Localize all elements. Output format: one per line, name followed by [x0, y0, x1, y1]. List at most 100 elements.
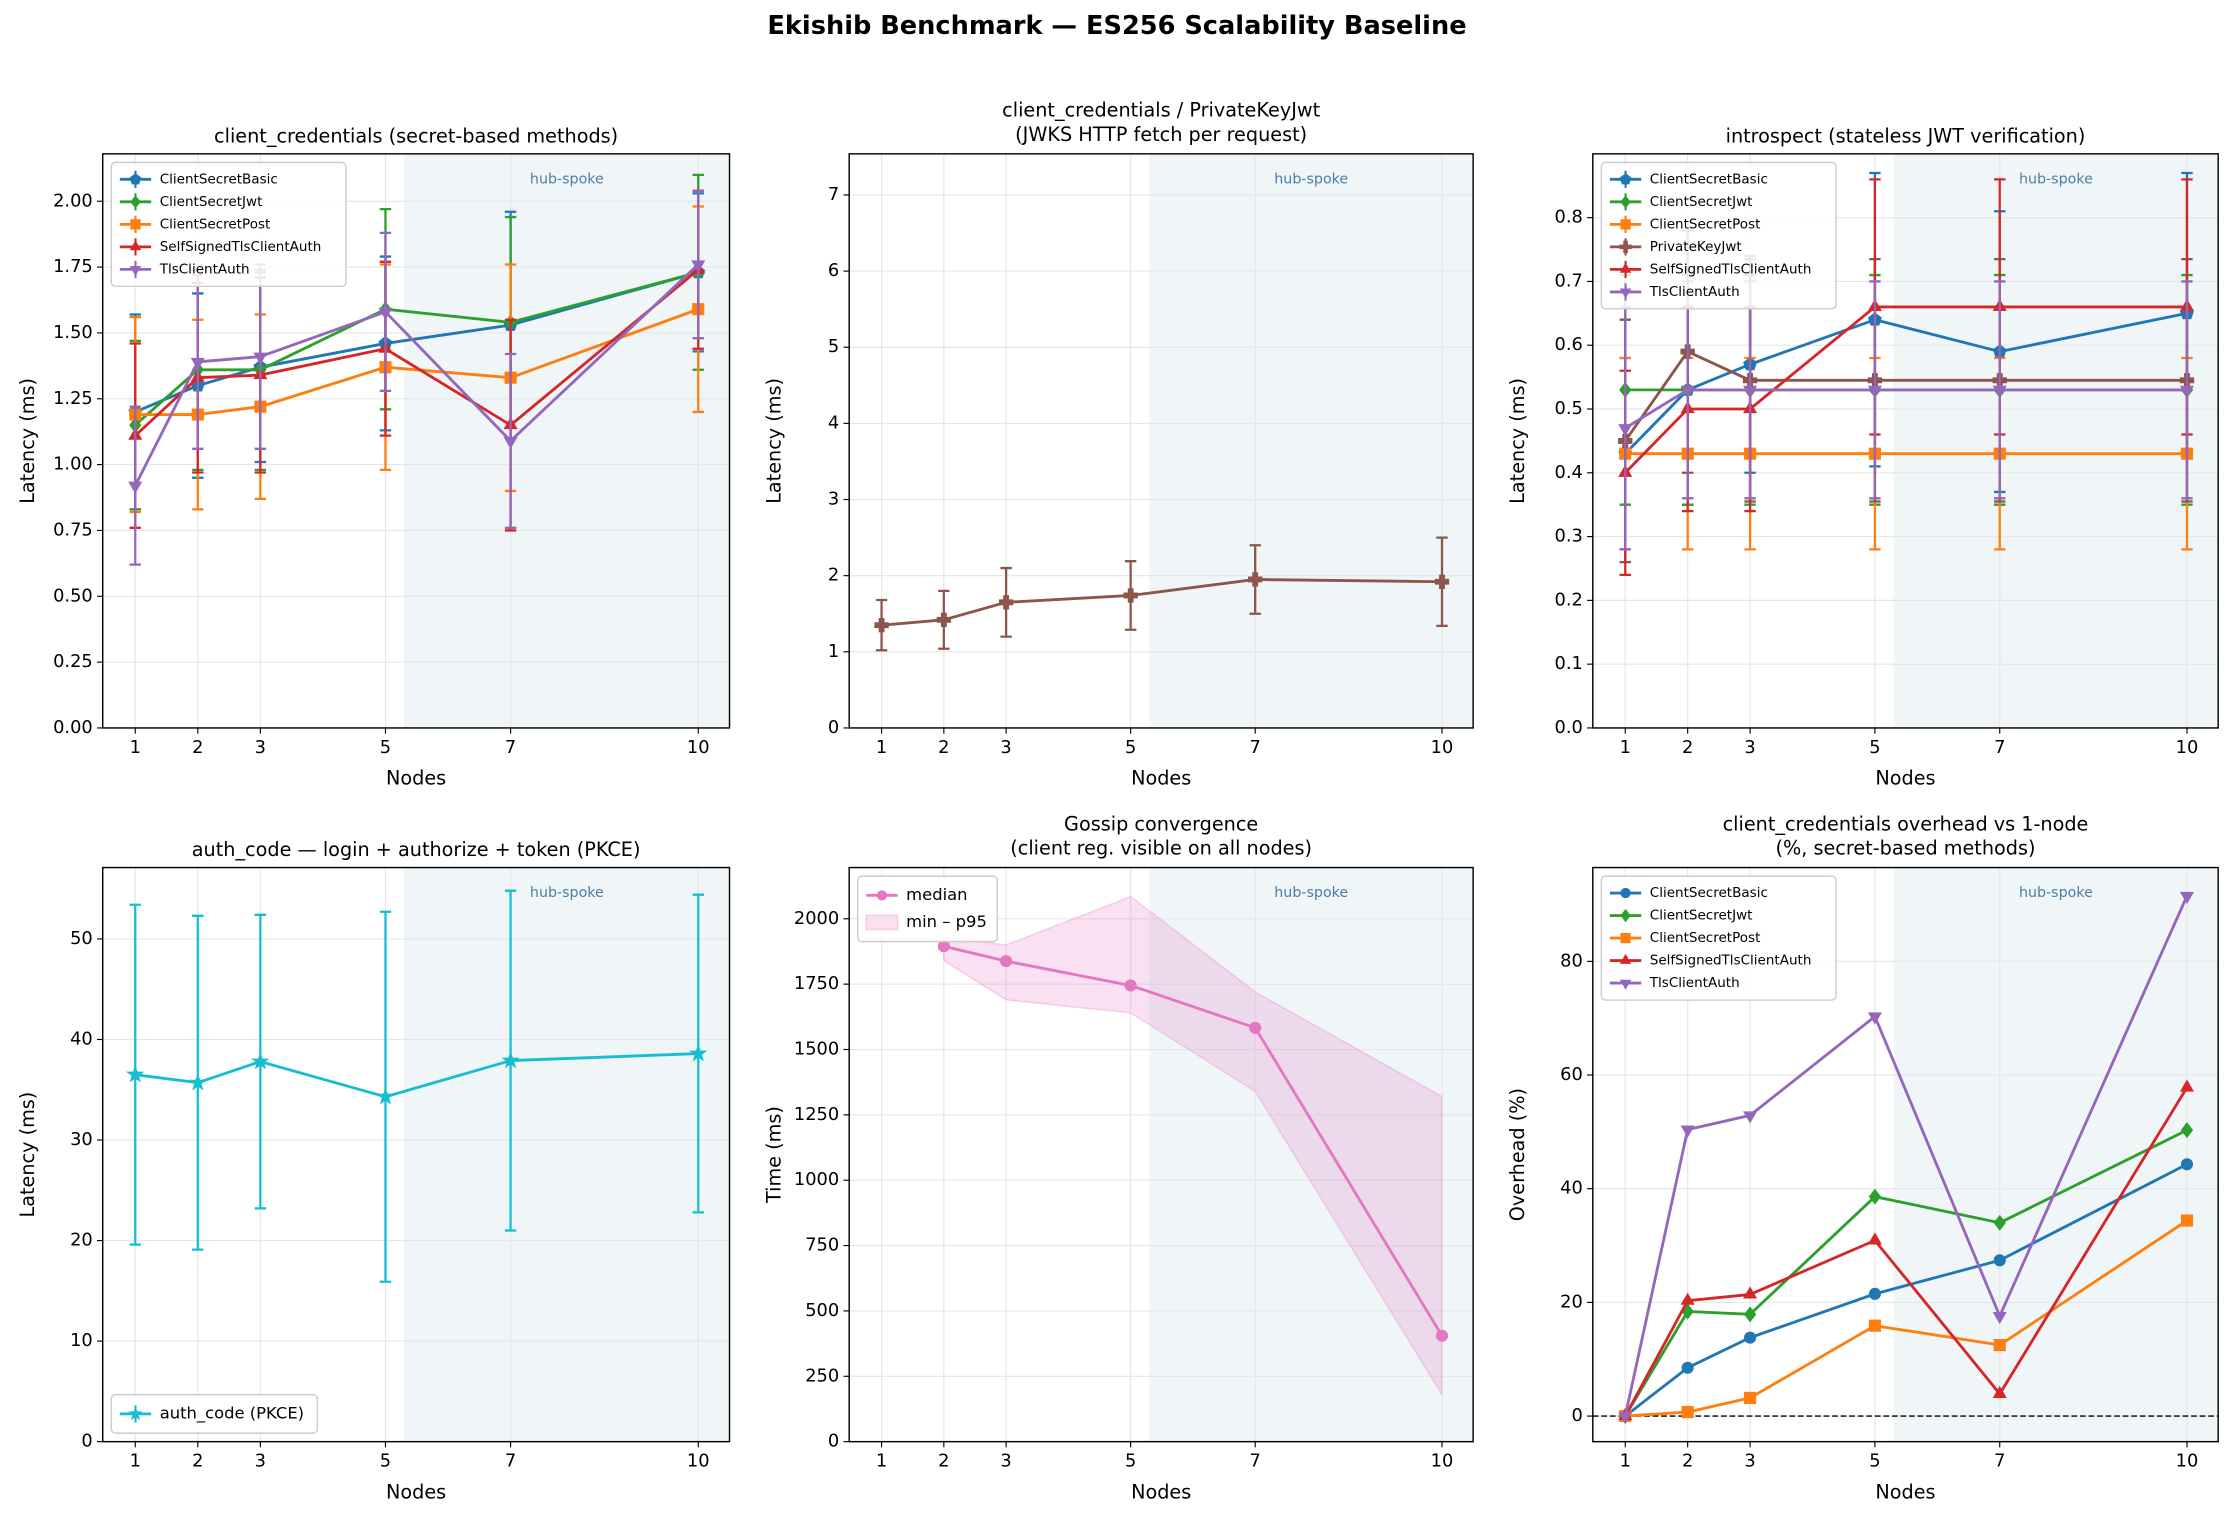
y-tick-label: 20 [1560, 1291, 1583, 1312]
x-tick-label: 10 [1431, 1451, 1454, 1472]
legend-marker [129, 173, 142, 185]
y-tick-label: 0.00 [53, 717, 93, 738]
y-axis-label: Latency (ms) [1506, 378, 1529, 504]
y-tick-label: 40 [70, 1028, 93, 1049]
plot-area [1618, 891, 2195, 1425]
x-tick-label: 3 [1000, 1451, 1011, 1472]
marker [1868, 1188, 1882, 1205]
series-line [1624, 349, 2187, 442]
marker [1992, 1385, 2007, 1398]
marker [1618, 1412, 1633, 1425]
marker [503, 436, 518, 450]
y-tick-label: 0.75 [53, 519, 93, 540]
marker [251, 1051, 270, 1070]
marker [378, 307, 393, 320]
series-line [1624, 305, 2187, 474]
y-tick-label: 0.4 [1555, 462, 1583, 483]
series-line [133, 263, 700, 487]
marker [1743, 385, 1758, 398]
span-label: hub-spoke [2019, 171, 2093, 187]
x-tick-label: 5 [380, 1451, 391, 1472]
x-tick-label: 2 [1682, 1451, 1693, 1472]
x-tick-label: 10 [1431, 737, 1454, 758]
marker [128, 481, 143, 494]
x-tick-label: 10 [2176, 1451, 2199, 1472]
marker [998, 595, 1014, 610]
legend-label: ClientSecretPost [1650, 216, 1761, 232]
legend-marker [1619, 262, 1632, 273]
marker [1992, 385, 2007, 398]
y-tick-label: 0.6 [1555, 334, 1583, 355]
x-tick-label: 2 [192, 1451, 203, 1472]
marker [1744, 1391, 1757, 1404]
figure-title: Ekishib Benchmark — ES256 Scalability Ba… [767, 11, 1466, 41]
legend-marker [128, 1406, 143, 1421]
marker [376, 1087, 395, 1105]
y-axis-label: Latency (ms) [16, 378, 39, 504]
legend-label: ClientSecretBasic [1650, 885, 1768, 901]
x-tick-label: 3 [1744, 737, 1755, 758]
marker [1743, 1306, 1757, 1323]
x-tick-label: 5 [1869, 737, 1880, 758]
x-tick-label: 1 [130, 1451, 141, 1472]
x-tick-label: 1 [1620, 1451, 1631, 1472]
legend-swatch [865, 914, 899, 931]
x-tick-label: 2 [938, 737, 949, 758]
axes-frame [102, 153, 731, 729]
marker [1993, 1254, 2006, 1267]
marker [1868, 1319, 1881, 1332]
span-label: hub-spoke [1274, 885, 1348, 901]
marker [1993, 1338, 2006, 1352]
legend-label: SelfSignedTlsClientAuth [1650, 261, 1812, 277]
y-tick-label: 1250 [794, 1104, 839, 1125]
legend-marker [1619, 288, 1632, 299]
marker [1868, 1287, 1881, 1300]
marker [936, 612, 952, 628]
y-tick-label: 0.1 [1555, 653, 1583, 674]
x-axis-label: Nodes [1875, 1480, 1935, 1503]
series-line [1624, 388, 2187, 430]
legend-label: ClientSecretJwt [1650, 908, 1753, 924]
band-area [943, 895, 1443, 1398]
marker [1681, 1361, 1694, 1374]
legend-label: TlsClientAuth [1649, 284, 1740, 300]
y-tick-label: 80 [1560, 950, 1583, 971]
series-line [1624, 311, 2188, 455]
panel: hub-spoke 0 1 2 3 4 5 6 7 1 2 3 5 7 10 client_credentia… [763, 99, 1474, 790]
marker [874, 617, 889, 633]
marker [501, 1050, 520, 1069]
marker [1435, 1329, 1449, 1342]
y-tick-label: 1.25 [53, 388, 93, 409]
y-tick-label: 1750 [794, 973, 839, 994]
chart-title: Gossip convergence [1064, 812, 1258, 835]
series-line [881, 578, 1443, 627]
legend-marker [1620, 219, 1631, 230]
y-tick-label: 0.50 [53, 585, 93, 606]
y-tick-label: 250 [805, 1365, 839, 1386]
marker [1434, 574, 1450, 589]
plot-area [1618, 171, 2195, 576]
chart-title: introspect (stateless JWT verification) [1726, 124, 2086, 147]
panel: hub-spoke 0.0 0.1 0.2 0.3 0.4 0.5 0.6 0.7 0.8 1 2 3 5… [1506, 124, 2219, 790]
legend-label: min – p95 [906, 912, 987, 931]
y-axis-label: Latency (ms) [763, 378, 786, 504]
legend-label: ClientSecretBasic [160, 171, 278, 187]
marker [2180, 1214, 2194, 1227]
marker [2179, 385, 2195, 398]
chart-title: client_credentials overhead vs 1-node [1723, 812, 2089, 835]
legend-marker [1619, 953, 1632, 964]
x-tick-label: 10 [687, 737, 710, 758]
hub-spoke-region [1149, 867, 1474, 1442]
marker [691, 260, 706, 273]
x-tick-label: 7 [1250, 737, 1261, 758]
y-tick-label: 10 [70, 1330, 93, 1351]
x-tick-label: 1 [130, 737, 141, 758]
y-tick-label: 0.2 [1555, 589, 1583, 610]
x-tick-label: 3 [1744, 1451, 1755, 1472]
x-tick-label: 10 [2176, 737, 2199, 758]
legend-label: TlsClientAuth [159, 261, 250, 277]
series-line [134, 270, 699, 427]
marker [1248, 572, 1263, 587]
legend-marker [1619, 240, 1632, 254]
